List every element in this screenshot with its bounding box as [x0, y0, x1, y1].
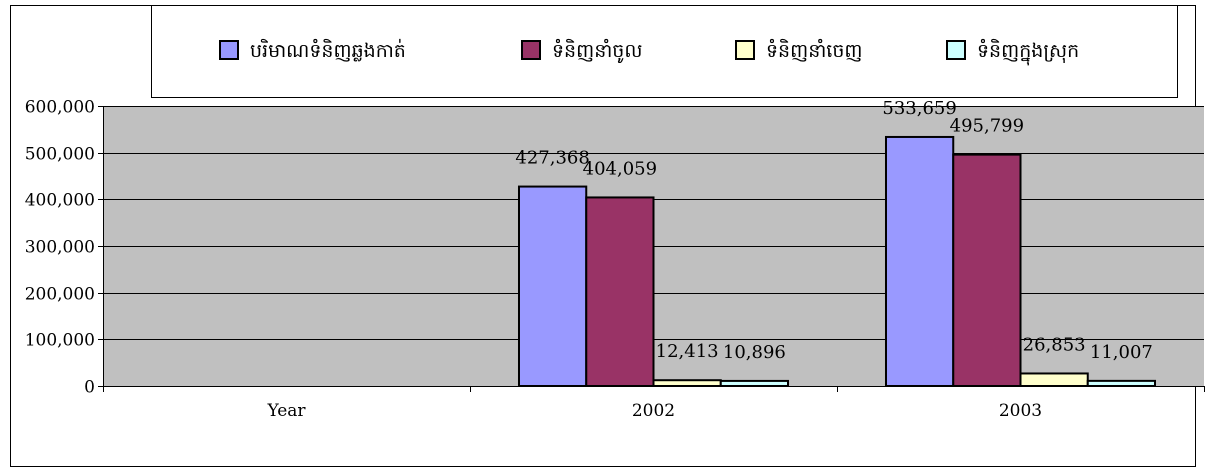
data-label: 495,799: [950, 116, 1024, 137]
x-tick-label: 2002: [632, 401, 675, 421]
y-tick-label: 400,000: [25, 191, 95, 211]
y-tick-label: 0: [84, 378, 95, 398]
bar: [652, 379, 722, 388]
y-tick-label: 600,000: [25, 98, 95, 118]
legend-swatch: [735, 40, 755, 60]
bar: [1086, 379, 1157, 388]
legend-swatch: [219, 40, 239, 60]
x-tick-label: 2003: [999, 401, 1042, 421]
legend-label: បរិមាណទំនិញឆ្លងកាត់: [250, 38, 406, 62]
data-label: 10,896: [723, 342, 786, 363]
data-label: 404,059: [583, 158, 657, 179]
bar: [884, 135, 955, 387]
bar: [952, 153, 1022, 387]
data-label: 11,007: [1090, 342, 1153, 363]
data-label: 12,413: [656, 341, 719, 362]
legend-label: ទំនិញនាំចេញ: [766, 38, 862, 62]
bar: [585, 196, 655, 387]
legend-label: ទំនិញក្នុងស្រុក: [977, 38, 1079, 66]
legend-swatch: [521, 40, 541, 60]
bar: [1019, 372, 1089, 387]
y-tick-label: 300,000: [25, 238, 95, 258]
y-tick-label: 100,000: [25, 331, 95, 351]
data-label: 26,853: [1023, 334, 1086, 355]
bar: [719, 379, 790, 387]
data-label: 533,659: [882, 98, 956, 119]
x-tick-label: Year: [266, 401, 306, 421]
legend-box: [151, 5, 1178, 98]
legend-label: ទំនិញនាំចូល: [552, 38, 642, 64]
y-tick-label: 500,000: [25, 145, 95, 165]
legend-swatch: [946, 40, 966, 60]
bar: [517, 185, 588, 387]
y-tick-label: 200,000: [25, 285, 95, 305]
data-label: 427,368: [515, 148, 589, 169]
